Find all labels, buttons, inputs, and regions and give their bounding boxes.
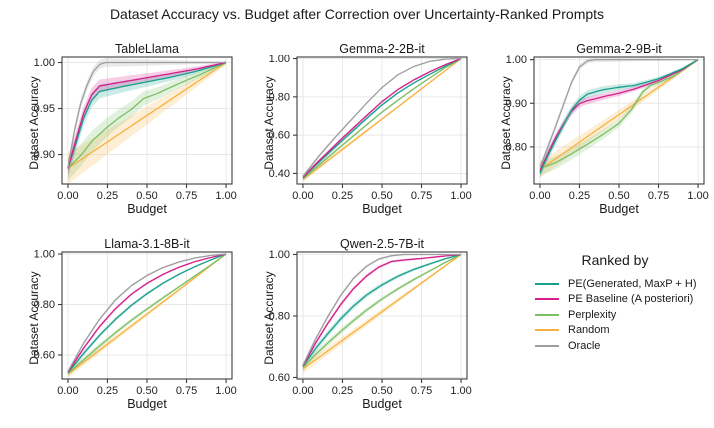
- chart-canvas: 1.00 0.95 0.90 0.00 0.25 0.50 0.75 1.00: [34, 56, 237, 202]
- svg-text:0.80: 0.80: [34, 299, 55, 311]
- svg-text:0.90: 0.90: [34, 149, 55, 161]
- svg-text:0.25: 0.25: [332, 190, 353, 202]
- svg-text:0.25: 0.25: [332, 385, 353, 397]
- chart-canvas: 1.00 0.80 0.600.00 0.25 0.50 0.75 1.00: [269, 250, 472, 397]
- chart-canvas: 1.00 0.90 0.80 0.00 0.25 0.50 0.75 1.00: [506, 55, 709, 202]
- svg-text:0.60: 0.60: [269, 372, 290, 384]
- svg-text:1.00: 1.00: [506, 55, 527, 66]
- svg-text:1.00: 1.00: [450, 190, 471, 202]
- svg-text:0.50: 0.50: [608, 190, 629, 202]
- svg-text:0.75: 0.75: [411, 385, 432, 397]
- svg-text:1.00: 1.00: [269, 250, 290, 261]
- svg-text:1.00: 1.00: [34, 250, 55, 261]
- legend-line-swatch-icon: [535, 282, 559, 285]
- svg-text:0.80: 0.80: [269, 91, 290, 103]
- legend-item: PE Baseline (A posteriori): [505, 292, 714, 308]
- legend-item: Random: [505, 323, 714, 339]
- legend-line-swatch-icon: [535, 298, 559, 301]
- x-axis-label: Budget: [599, 202, 639, 216]
- chart-title: TableLlama: [115, 42, 179, 56]
- svg-text:0.00: 0.00: [529, 190, 550, 202]
- legend-line-swatch-icon: [535, 313, 559, 316]
- chart-canvas: 1.00 0.80 0.60 0.00 0.25 0.50 0.75 1.00: [34, 250, 237, 397]
- legend-item: Perplexity: [505, 307, 714, 323]
- svg-text:0.40: 0.40: [269, 168, 290, 180]
- legend-item: Oracle: [505, 338, 714, 354]
- legend: Ranked by PE(Generated, MaxP + H) PE Bas…: [505, 252, 714, 354]
- svg-text:0.80: 0.80: [506, 141, 527, 153]
- svg-text:0.50: 0.50: [136, 385, 157, 397]
- svg-text:1.00: 1.00: [269, 55, 290, 65]
- svg-text:0.60: 0.60: [269, 130, 290, 142]
- svg-text:1.00: 1.00: [215, 385, 236, 397]
- x-axis-label: Budget: [362, 202, 402, 216]
- svg-text:0.50: 0.50: [136, 190, 157, 202]
- chart-qwen-2-5-7b-it: Qwen-2.5-7B-it Dataset Accuracy 1.00 0.80…: [251, 237, 475, 415]
- chart-gemma-2-9b-it: Gemma-2-9B-it Dataset Accuracy 1.00 0.90 0…: [488, 42, 712, 220]
- chart-gemma-2-2b-it: Gemma-2-2B-it Dataset Accuracy 1.00 0.80 0…: [251, 42, 475, 220]
- legend-item-label: PE(Generated, MaxP + H): [568, 277, 697, 290]
- chart-llama-3-1-8b-it: Llama-3.1-8B-it Dataset Accuracy 1.00 0.8…: [16, 237, 240, 415]
- svg-text:0.95: 0.95: [34, 103, 55, 115]
- chart-title: Gemma-2-9B-it: [576, 42, 662, 56]
- svg-text:0.60: 0.60: [34, 350, 55, 362]
- svg-text:0.75: 0.75: [176, 190, 197, 202]
- svg-text:0.00: 0.00: [292, 190, 313, 202]
- x-axis-label: Budget: [127, 202, 167, 216]
- svg-text:0.00: 0.00: [292, 385, 313, 397]
- chart-title: Qwen-2.5-7B-it: [339, 237, 425, 251]
- svg-text:0.00: 0.00: [57, 385, 78, 397]
- legend-line-swatch-icon: [535, 344, 559, 347]
- svg-text:0.25: 0.25: [97, 190, 118, 202]
- legend-line-swatch-icon: [535, 329, 559, 332]
- svg-text:0.75: 0.75: [176, 385, 197, 397]
- figure-title: Dataset Accuracy vs. Budget after Correc…: [109, 6, 605, 22]
- svg-text:0.25: 0.25: [97, 385, 118, 397]
- x-axis-label: Budget: [362, 397, 402, 411]
- chart-title: Llama-3.1-8B-it: [104, 237, 190, 251]
- svg-text:0.00: 0.00: [57, 190, 78, 202]
- legend-item-label: Random: [568, 324, 610, 337]
- svg-text:0.90: 0.90: [506, 98, 527, 110]
- svg-text:1.00: 1.00: [687, 190, 708, 202]
- x-axis-label: Budget: [127, 397, 167, 411]
- svg-text:0.50: 0.50: [371, 190, 392, 202]
- svg-text:1.00: 1.00: [215, 190, 236, 202]
- legend-item-label: Perplexity: [568, 308, 617, 321]
- svg-text:0.25: 0.25: [569, 190, 590, 202]
- chart-tablellama: TableLlama Dataset Accuracy 1.00 0.95 0.90…: [16, 42, 240, 220]
- legend-title: Ranked by: [581, 252, 649, 268]
- legend-item: PE(Generated, MaxP + H): [505, 276, 714, 292]
- chart-title: Gemma-2-2B-it: [339, 42, 425, 56]
- svg-text:0.75: 0.75: [411, 190, 432, 202]
- svg-text:0.50: 0.50: [371, 385, 392, 397]
- legend-item-label: PE Baseline (A posteriori): [568, 293, 694, 306]
- svg-text:1.00: 1.00: [34, 57, 55, 69]
- legend-item-label: Oracle: [568, 339, 601, 352]
- svg-text:0.80: 0.80: [269, 310, 290, 322]
- chart-canvas: 1.00 0.80 0.60 0.400.00 0.25 0.50 0.75 1.00: [269, 55, 472, 202]
- svg-text:0.75: 0.75: [648, 190, 669, 202]
- svg-text:1.00: 1.00: [450, 385, 471, 397]
